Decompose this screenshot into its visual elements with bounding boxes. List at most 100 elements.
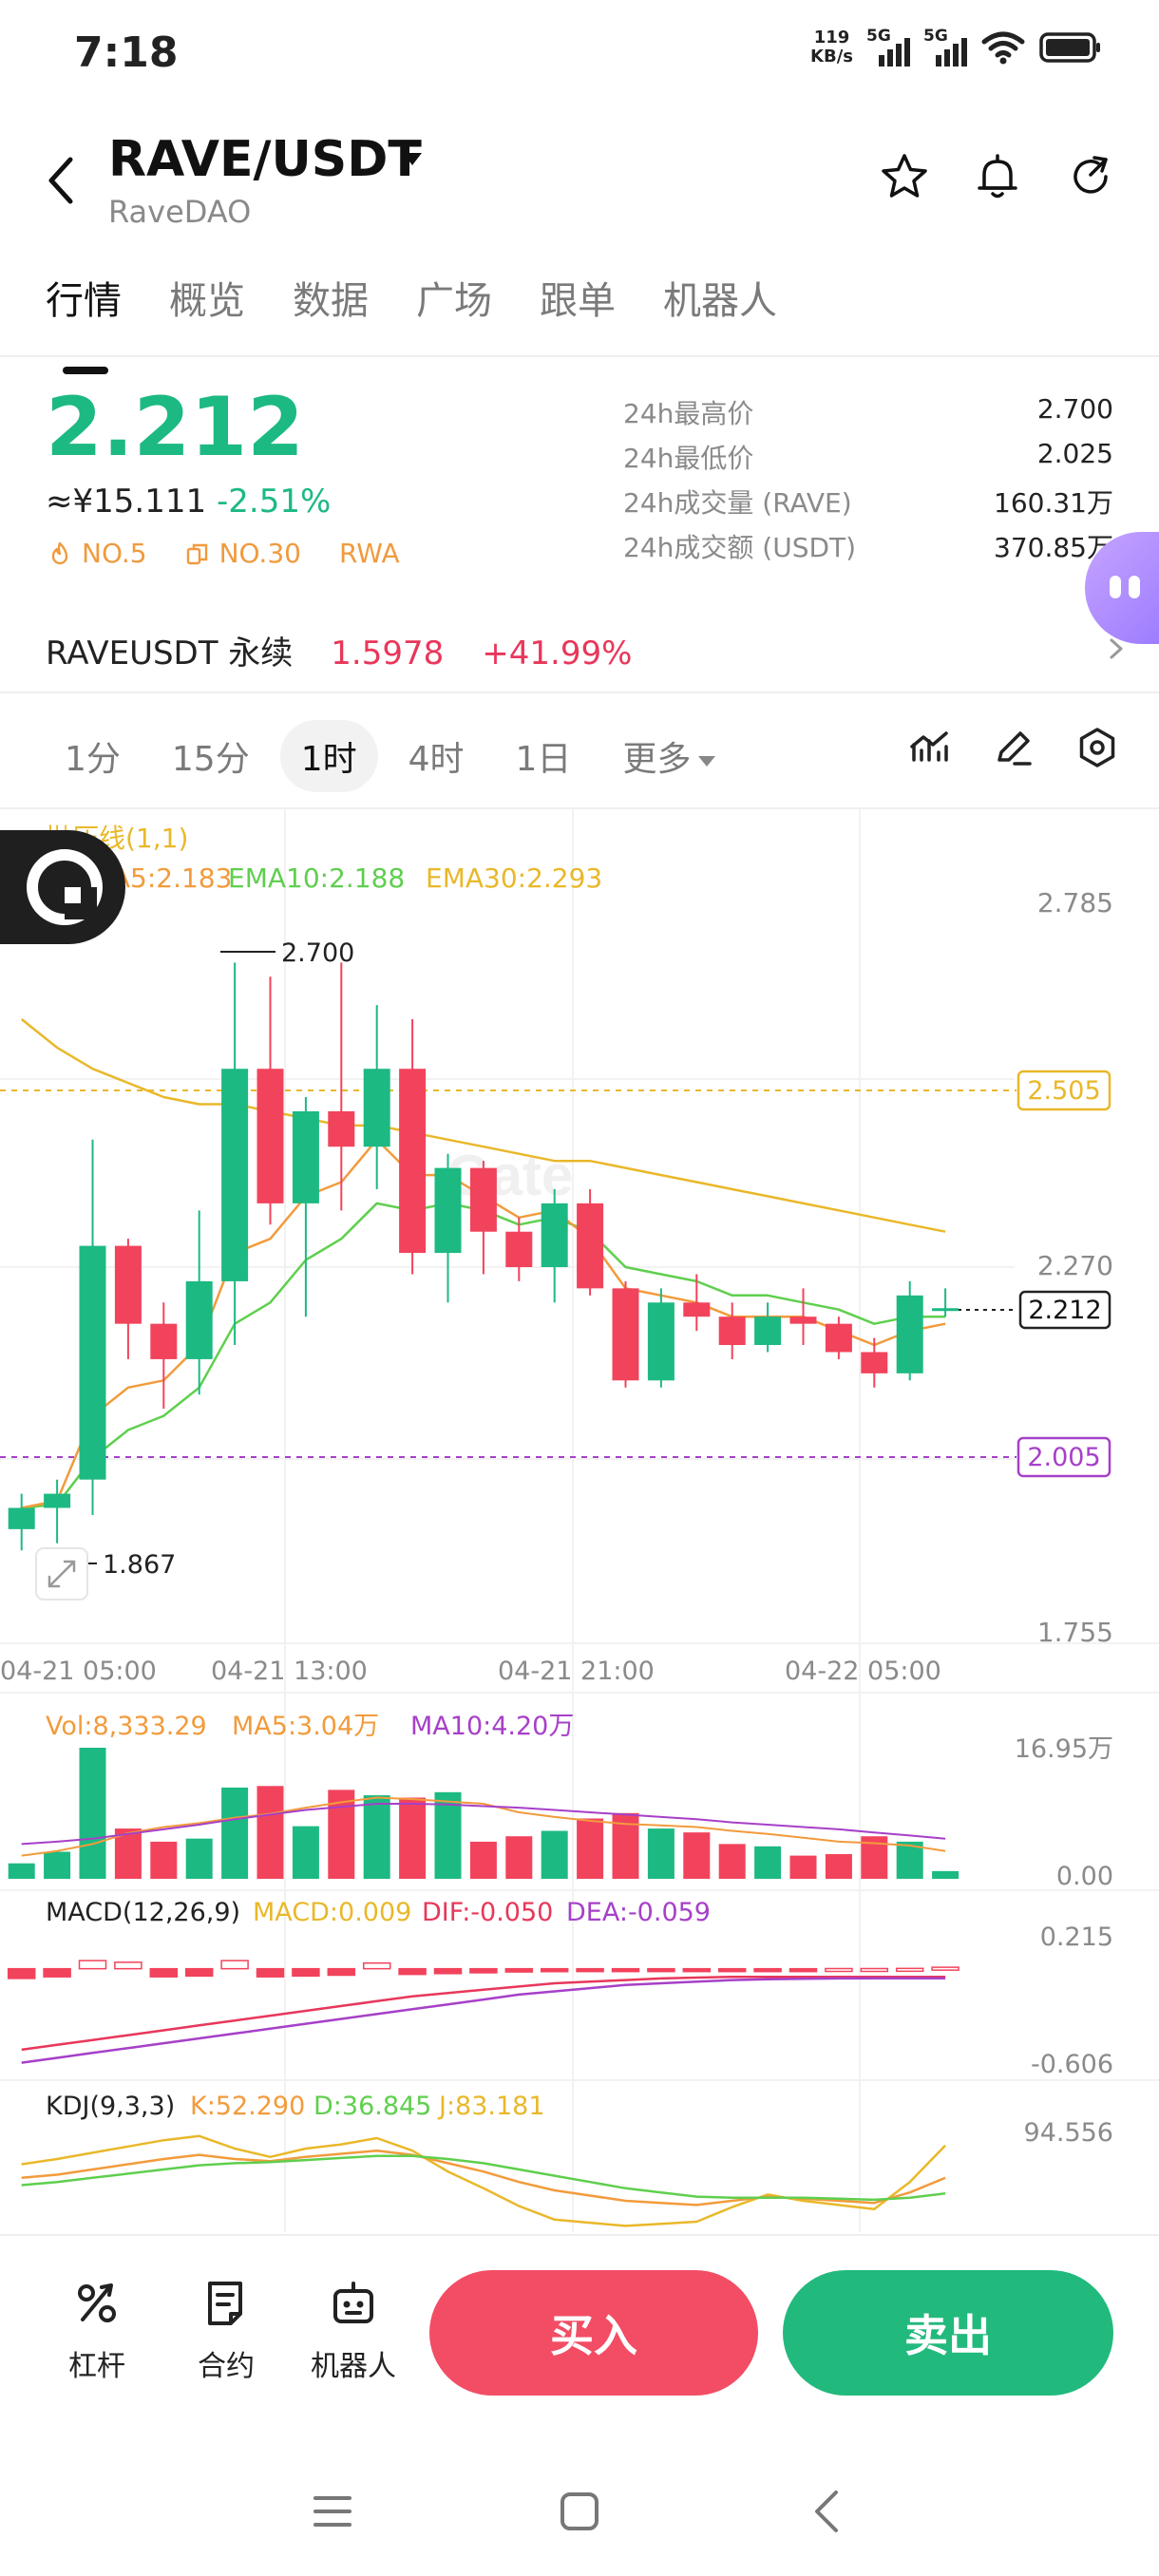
legend-dea: DEA:-0.059	[566, 1898, 711, 1927]
candle	[505, 1217, 533, 1281]
timeframe-4h[interactable]: 4时	[408, 740, 465, 779]
macd-bar	[469, 1967, 498, 1974]
status-time: 7:18	[74, 28, 179, 77]
tab-market[interactable]: 行情	[46, 270, 122, 374]
back-icon[interactable]	[42, 152, 80, 209]
timeframe-1m[interactable]: 1分	[65, 740, 121, 779]
settings-icon[interactable]	[1075, 726, 1119, 769]
level-label-upper: 2.505	[1027, 1076, 1100, 1106]
volume-ma5-line	[21, 1796, 946, 1857]
main-tabs: 行情 概览 数据 广场 跟单 机器人	[46, 270, 777, 374]
tag-badge[interactable]: RWA	[338, 538, 400, 569]
contract-button[interactable]: 合约	[169, 2278, 283, 2384]
bot-button[interactable]: 机器人	[296, 2278, 410, 2384]
back-nav-icon[interactable]	[808, 2485, 846, 2538]
category-rank-badge[interactable]: NO.30	[185, 538, 301, 569]
buy-button[interactable]: 买入	[429, 2270, 758, 2396]
cards-icon	[186, 543, 207, 564]
draw-icon[interactable]	[992, 726, 1036, 769]
dea-line	[21, 1977, 946, 2064]
macd-bar	[433, 1967, 463, 1975]
candle	[114, 1239, 142, 1359]
caret-down-icon[interactable]	[401, 150, 424, 169]
candle-body	[861, 1352, 888, 1373]
volume-bar	[541, 1830, 568, 1879]
status-bar: 7:18 119 KB/s 5G 5G	[0, 0, 1159, 104]
divider	[0, 691, 1159, 693]
candle	[932, 1288, 960, 1317]
candle-body	[328, 1110, 355, 1147]
chevron-right-icon[interactable]	[1106, 633, 1127, 665]
last-price: 2.212	[46, 380, 305, 475]
candle	[79, 1139, 106, 1515]
level-tag-upper[interactable]	[1016, 1070, 1112, 1111]
tab-square[interactable]: 广场	[416, 279, 492, 323]
macd-bar	[256, 1967, 285, 1978]
indicator-icon[interactable]	[908, 726, 952, 769]
tab-data[interactable]: 数据	[293, 279, 369, 323]
floating-widget[interactable]	[0, 830, 125, 944]
stat-low: 24h最低价 2.025	[623, 438, 1113, 474]
timeframe-selector: 1分 15分 1时 4时 1日 更多	[44, 720, 736, 792]
candle-body	[185, 1280, 213, 1359]
menu-icon[interactable]	[310, 2489, 355, 2534]
tab-copytrade[interactable]: 跟单	[540, 279, 616, 323]
star-icon[interactable]	[880, 152, 929, 201]
dif-line	[21, 1975, 946, 2052]
candle	[8, 1493, 35, 1551]
volume-bar	[577, 1818, 604, 1879]
perpetual-name: RAVEUSDT 永续	[46, 635, 294, 672]
tab-overview[interactable]: 概览	[169, 279, 245, 323]
leverage-button[interactable]: 杠杆	[40, 2278, 154, 2384]
rank-badge[interactable]: NO.5	[48, 538, 147, 569]
candle	[185, 1210, 213, 1395]
macd-bar	[7, 1967, 36, 1979]
candle	[434, 1153, 462, 1303]
share-icon[interactable]	[1066, 152, 1115, 201]
candle	[541, 1188, 568, 1303]
macd-bar	[682, 1967, 712, 1973]
home-icon[interactable]	[557, 2489, 602, 2534]
macd-bar	[540, 1967, 569, 1973]
volume-bar	[44, 1851, 71, 1879]
macd-bar	[78, 1960, 107, 1970]
legend-ema10: EMA10:2.188	[228, 862, 405, 894]
bell-icon[interactable]	[973, 152, 1022, 201]
kline-chart[interactable]: Gate 抛压线(1,1) EMA5:2.183 EMA10:2.188 EMA…	[0, 809, 1159, 2234]
candle-body	[612, 1288, 639, 1381]
expand-icon[interactable]	[35, 1547, 88, 1601]
header-actions	[880, 152, 1115, 201]
candle-body	[469, 1167, 497, 1232]
y-tick: 2.785	[1037, 887, 1113, 919]
document-icon	[208, 2282, 242, 2325]
divider	[0, 355, 1159, 357]
level-tag-lower[interactable]	[1016, 1436, 1112, 1478]
pair-title[interactable]: RAVE/USDT	[108, 131, 422, 188]
candle	[256, 976, 284, 1225]
volume-bar	[256, 1786, 284, 1879]
signal-icon: 5G	[923, 27, 967, 68]
macd-bar	[895, 1967, 924, 1973]
price-change: -2.51%	[217, 483, 332, 521]
volume-bar	[718, 1844, 746, 1879]
candle	[44, 1479, 71, 1544]
volume-bar	[363, 1795, 390, 1879]
timeframe-more[interactable]: 更多	[601, 720, 736, 792]
volume-bar	[8, 1863, 35, 1879]
timeframe-1h[interactable]: 1时	[279, 720, 378, 792]
timeframe-1d[interactable]: 1日	[515, 740, 572, 779]
macd-bar	[327, 1967, 356, 1977]
candle	[825, 1316, 852, 1359]
candle	[292, 1097, 319, 1317]
timeframe-15m[interactable]: 15分	[171, 740, 250, 779]
perpetual-row[interactable]: RAVEUSDT 永续 1.5978 +41.99%	[46, 627, 632, 673]
sell-button[interactable]: 卖出	[783, 2270, 1113, 2396]
candle-body	[79, 1245, 106, 1480]
divider	[0, 2234, 1159, 2236]
macd-bar	[647, 1967, 675, 1973]
caret-down-icon	[698, 755, 716, 767]
tab-bot[interactable]: 机器人	[663, 279, 777, 323]
stat-turnover: 24h成交额 (USDT) 370.85万	[623, 532, 1113, 563]
flame-icon	[51, 541, 68, 564]
x-tick: 04-21 21:00	[498, 1657, 655, 1686]
